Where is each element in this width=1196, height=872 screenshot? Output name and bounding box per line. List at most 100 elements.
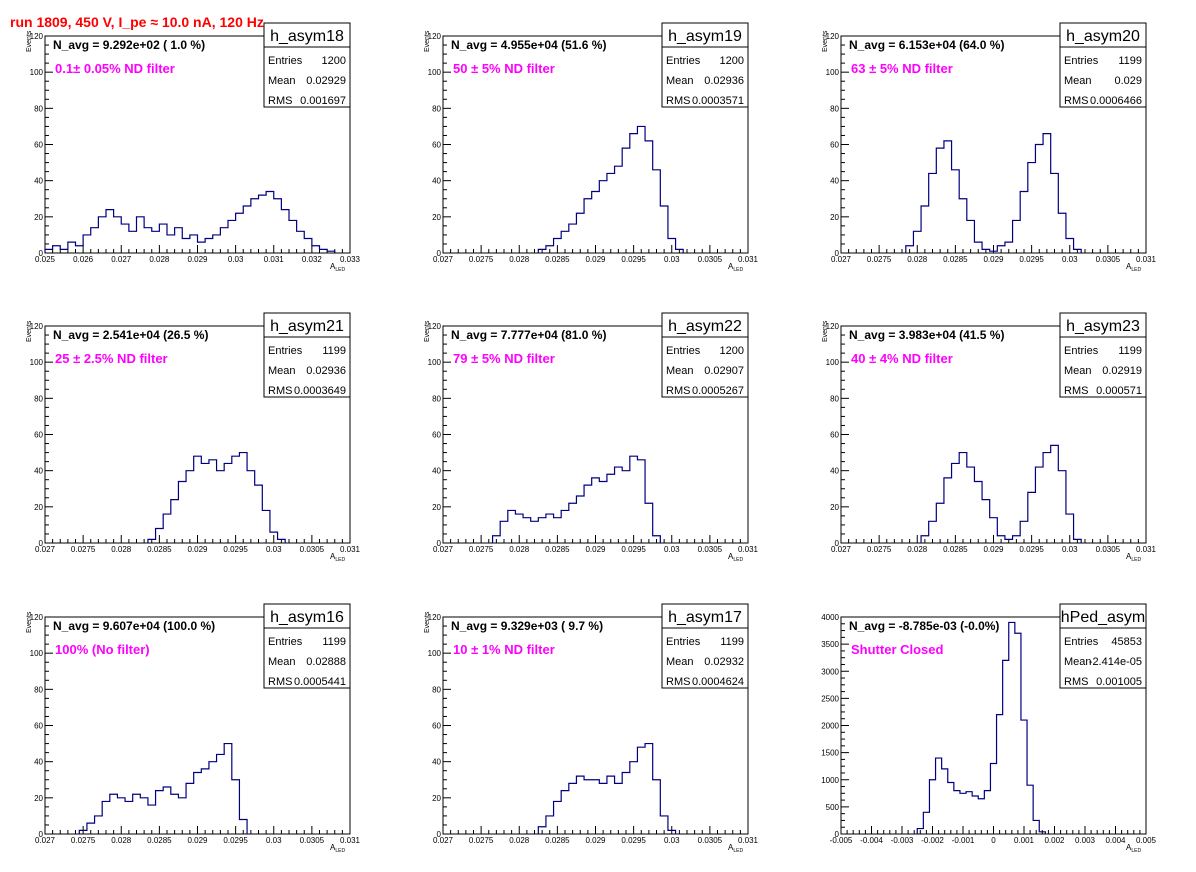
stats-key: Entries [268, 55, 303, 67]
x-tick-label: 0.026 [73, 255, 94, 264]
y-axis-title: Events [822, 30, 829, 52]
stats-key: Mean [1064, 656, 1092, 668]
x-axis-title: ALED [728, 843, 743, 854]
y-tick-label: 60 [830, 431, 839, 440]
stats-value: 1199 [322, 345, 346, 357]
y-tick-label: 40 [432, 758, 441, 767]
histogram-line [905, 133, 1082, 253]
navg-label: N_avg = 2.541e+04 (26.5 %) [53, 328, 208, 342]
stats-key: Entries [268, 636, 303, 648]
y-tick-label: 0 [39, 249, 44, 258]
stats-value: -2.414e-05 [1089, 656, 1142, 668]
x-tick-label: 0.0275 [867, 545, 892, 554]
stats-key: Entries [1064, 345, 1099, 357]
y-axis-title: Events [424, 611, 431, 633]
x-tick-label: 0.0305 [698, 836, 723, 845]
x-tick-label: 0.031 [1136, 545, 1157, 554]
filter-label: 25 ± 2.5% ND filter [55, 351, 168, 366]
stats-key: RMS [666, 95, 690, 107]
histogram-pad-h_asym19: 0 20 40 60 80 100 120 0.027 0.0275 0.028 0.0285 0.0… [424, 22, 759, 273]
x-tick-label: 0.033 [340, 255, 361, 264]
x-tick-label: 0.0305 [698, 545, 723, 554]
y-tick-label: 0 [835, 830, 840, 839]
x-tick-label: 0.0305 [698, 255, 723, 264]
y-tick-label: 0 [437, 539, 442, 548]
filter-label: 79 ± 5% ND filter [453, 351, 555, 366]
stats-value: 1200 [322, 55, 346, 67]
x-tick-label: 0.031 [1136, 255, 1157, 264]
y-tick-label: 40 [34, 467, 43, 476]
stats-value: 1200 [720, 345, 744, 357]
x-tick-label: 0.028 [111, 545, 132, 554]
x-tick-label: 0.0285 [147, 545, 172, 554]
y-tick-label: 80 [432, 104, 441, 113]
stats-value: 0.029 [1114, 75, 1142, 87]
filter-label: 0.1± 0.05% ND filter [55, 61, 175, 76]
stats-box [1059, 603, 1147, 689]
x-tick-label: 0.0285 [545, 255, 570, 264]
stats-value: 0.02932 [704, 656, 744, 668]
x-axis-title: ALED [330, 843, 345, 854]
x-tick-label: 0.028 [509, 545, 530, 554]
x-tick-label: 0.029 [983, 255, 1004, 264]
stats-value: 1199 [720, 636, 744, 648]
stats-key: Entries [1064, 636, 1099, 648]
x-tick-label: 0.027 [831, 255, 852, 264]
histogram-line [916, 621, 1046, 834]
x-tick-label: 0.029 [187, 545, 208, 554]
stats-key: Mean [666, 656, 694, 668]
y-tick-label: 40 [830, 177, 839, 186]
x-tick-label: 0.028 [111, 836, 132, 845]
x-tick-label: 0.029 [585, 255, 606, 264]
x-tick-label: 0.0295 [621, 255, 646, 264]
y-tick-label: 20 [432, 503, 441, 512]
stats-title: h_asym21 [270, 318, 344, 335]
stats-key: Entries [666, 55, 701, 67]
stats-box [263, 312, 351, 398]
x-tick-label: 0.031 [738, 836, 759, 845]
x-tick-label: 0.027 [433, 255, 454, 264]
filter-label: 50 ± 5% ND filter [453, 61, 555, 76]
x-tick-label: 0.03 [266, 545, 282, 554]
y-tick-label: 120 [826, 32, 840, 41]
stats-title: hPed_asym [1061, 609, 1146, 626]
y-tick-label: 20 [34, 503, 43, 512]
x-tick-label: 0.0275 [469, 255, 494, 264]
x-tick-label: 0.0305 [1096, 255, 1121, 264]
x-tick-label: 0.029 [187, 255, 208, 264]
stats-value: 0.02919 [1102, 365, 1142, 377]
y-axis-title: Events [26, 611, 33, 633]
x-axis-title: ALED [1126, 843, 1141, 854]
x-tick-label: 0.032 [302, 255, 323, 264]
stats-value: 0.000571 [1096, 385, 1142, 397]
navg-label: N_avg = 6.153e+04 (64.0 %) [849, 38, 1004, 52]
y-tick-label: 100 [428, 68, 442, 77]
y-tick-label: 80 [830, 394, 839, 403]
x-tick-label: 0.004 [1105, 836, 1126, 845]
navg-label: N_avg = 9.607e+04 (100.0 %) [53, 619, 215, 633]
navg-label: N_avg = 4.955e+04 (51.6 %) [451, 38, 606, 52]
x-tick-label: 0.03 [664, 255, 680, 264]
x-tick-label: -0.003 [891, 836, 914, 845]
x-tick-label: 0.002 [1044, 836, 1065, 845]
y-tick-label: 100 [428, 649, 442, 658]
stats-value: 0.02929 [306, 75, 346, 87]
y-tick-label: 500 [826, 803, 840, 812]
stats-value: 0.02888 [306, 656, 346, 668]
x-tick-label: 0.0275 [469, 545, 494, 554]
x-tick-label: 0 [991, 836, 996, 845]
x-tick-label: 0.0305 [1096, 545, 1121, 554]
y-tick-label: 60 [34, 141, 43, 150]
stats-key: RMS [268, 95, 292, 107]
histogram-pad-h_asym23: 0 20 40 60 80 100 120 0.027 0.0275 0.028 0.0285 0.0… [822, 312, 1157, 563]
y-tick-label: 120 [428, 322, 442, 331]
y-axis-title: Events [26, 320, 33, 342]
x-tick-label: 0.0295 [621, 545, 646, 554]
y-tick-label: 120 [30, 613, 44, 622]
y-tick-label: 120 [428, 32, 442, 41]
x-tick-label: 0.031 [738, 255, 759, 264]
stats-key: RMS [1064, 676, 1088, 688]
x-tick-label: 0.027 [111, 255, 132, 264]
filter-label: 10 ± 1% ND filter [453, 642, 555, 657]
